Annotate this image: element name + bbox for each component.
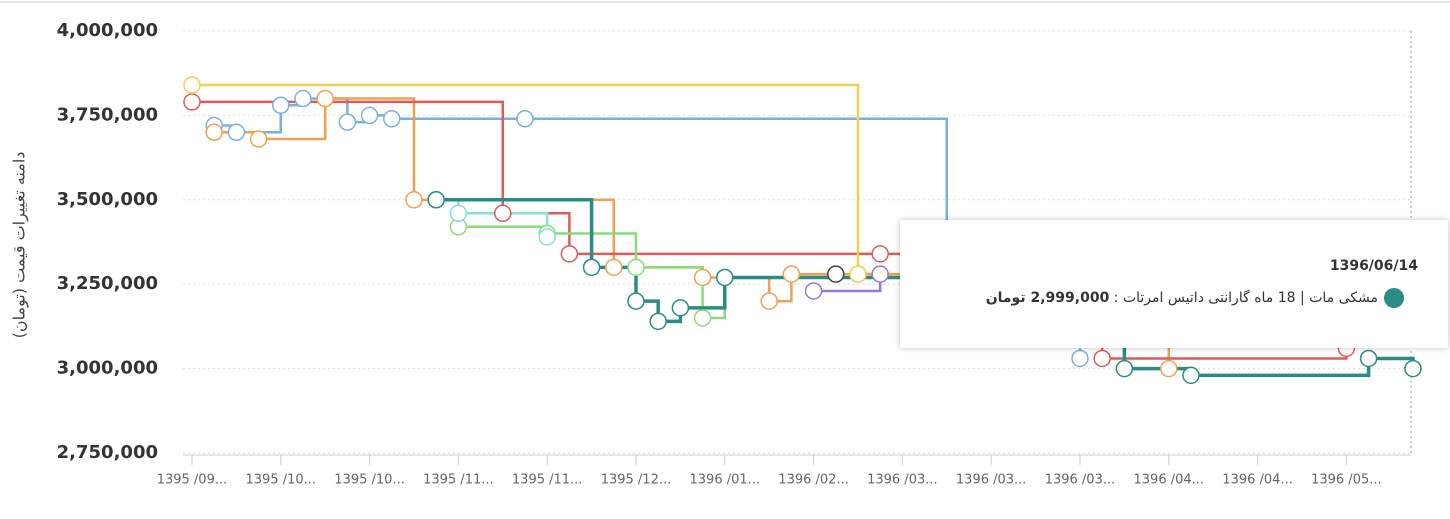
point [1071,349,1089,368]
point [782,265,801,283]
x-tick-label: 1395 /12... [601,473,672,488]
point [716,268,734,287]
x-tick-label: 1395 /11... [423,473,494,488]
point [849,265,867,283]
point [1160,359,1178,378]
point [272,96,290,115]
point [1182,366,1200,385]
y-tick-label: 3,500,000 [57,189,158,210]
point [205,123,223,142]
point [1359,349,1378,368]
point [405,191,423,209]
point [693,268,712,287]
y-tick-label: 4,000,000 [57,20,158,41]
series-line [214,97,1082,359]
point [649,312,667,331]
point [1404,359,1422,378]
point [360,106,379,125]
x-tick-label: 1396 /03... [1045,473,1116,488]
point [427,191,445,209]
point [383,110,401,128]
x-tick-label: 1396 /03... [867,473,938,488]
point [627,292,645,310]
point [183,93,201,111]
x-tick-label: 1396 /01... [690,473,761,488]
x-tick-label: 1396 /05... [1311,473,1382,488]
point [316,89,334,108]
point [183,76,201,94]
x-tick-label: 1395 /09... [157,473,228,488]
point [338,113,357,131]
x-tick-label: 1396 /04... [1222,473,1293,488]
point [294,89,312,108]
x-tick-label: 1395 /10... [246,473,317,488]
point [605,258,623,277]
tooltip-date: 1396/06/14 [1329,258,1418,274]
x-tick-label: 1396 /02... [778,473,849,488]
point [871,265,889,283]
tooltip-row: مشکی مات | 18 ماه گارانتی داتیس امرتات :… [986,290,1378,306]
point [538,228,556,246]
point [560,245,579,263]
series-line [191,100,1348,360]
point [449,204,468,223]
x-tick-label: 1395 /10... [334,473,405,488]
y-tick-label: 3,750,000 [57,104,158,125]
point [627,258,645,277]
point [582,258,601,277]
point [1093,349,1111,368]
point [871,245,889,263]
y-tick-label: 3,250,000 [57,273,158,294]
x-tick-label: 1395 /11... [512,473,583,488]
x-tick-label: 1396 /03... [956,473,1027,488]
tooltip-value: 2,999,000 تومان [985,290,1110,306]
point [494,204,512,223]
point [827,265,845,283]
tooltip: 1396/06/14 مشکی مات | 18 ماه گارانتی دات… [900,220,1448,348]
series-line [191,83,860,275]
tooltip-marker [1384,288,1404,308]
point [1115,359,1134,378]
point [516,110,534,128]
point [693,309,712,327]
x-tick-label: 1396 /04... [1134,473,1205,488]
y-axis-title: دامنه تغییرات قیمت (تومان) [10,152,30,339]
point [671,299,690,317]
point [760,292,778,310]
y-tick-label: 2,750,000 [57,442,158,463]
point [804,282,823,300]
tooltip-label: مشکی مات | 18 ماه گارانتی داتیس امرتات : [1113,290,1378,306]
point [249,130,268,148]
point [227,123,246,142]
y-tick-label: 3,000,000 [57,358,158,379]
